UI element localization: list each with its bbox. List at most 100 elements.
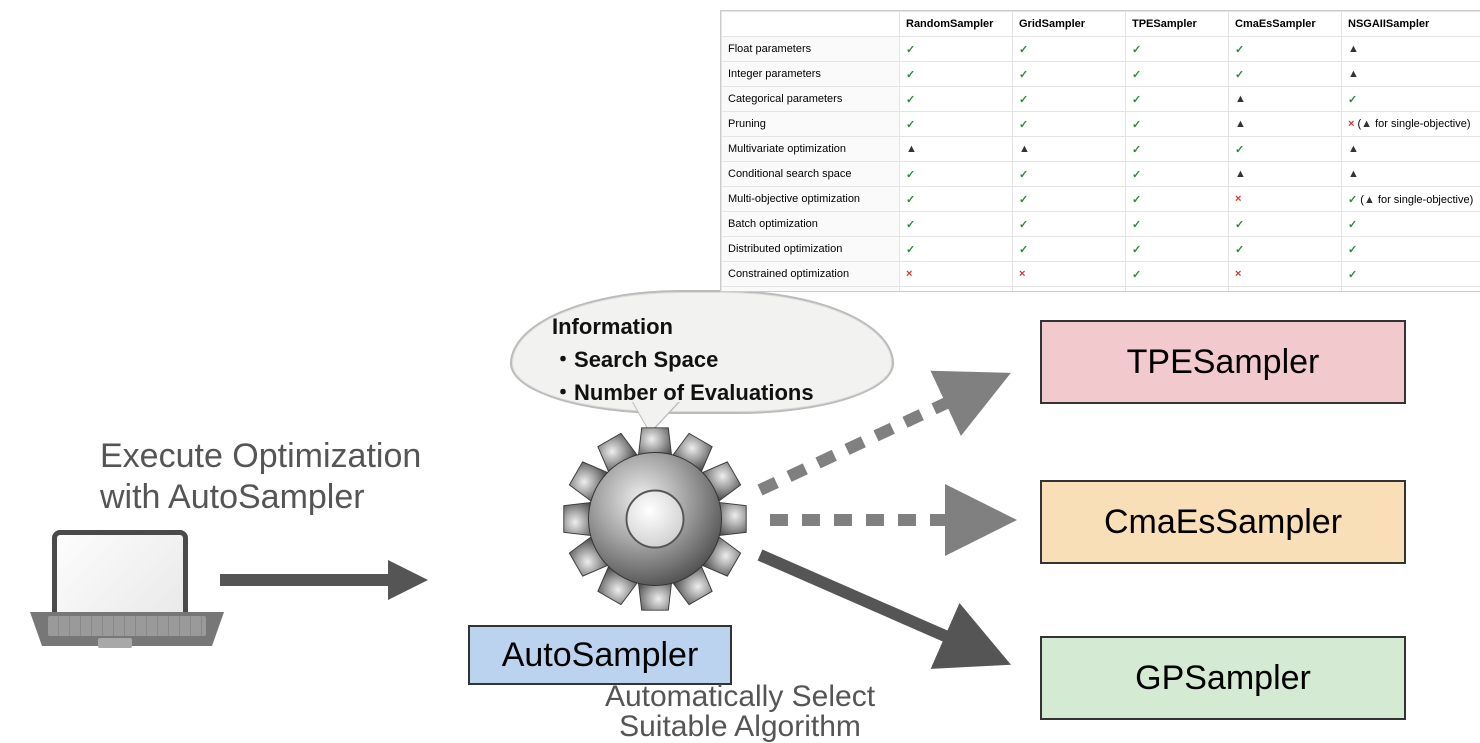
table-header: RandomSampler: [900, 12, 1013, 37]
table-row: Batch optimization✓✓✓✓✓✓: [722, 212, 1480, 237]
table-cell: ✓: [1013, 212, 1126, 237]
tpesampler-label: TPESampler: [1127, 343, 1320, 382]
table-row: Integer parameters✓✓✓✓▲✓: [722, 62, 1480, 87]
execute-label-l1: Execute Optimization: [100, 436, 421, 477]
table-cell: ▲: [1229, 162, 1342, 187]
row-label: Conditional search space: [722, 162, 900, 187]
execute-label-l2: with AutoSampler: [100, 477, 421, 518]
row-label: Constrained optimization: [722, 262, 900, 287]
table-cell: O(dn): [1013, 287, 1126, 293]
table-cell: ✓: [900, 87, 1013, 112]
table-cell: ▲: [1229, 87, 1342, 112]
table-cell: ✓: [900, 37, 1013, 62]
bubble-item-2: Number of Evaluations: [552, 376, 872, 409]
table-cell: ▲: [1342, 162, 1480, 187]
table-cell: ✓: [1126, 262, 1229, 287]
row-label: Float parameters: [722, 37, 900, 62]
table-cell: ✓: [1229, 137, 1342, 162]
arrow-to-gp: [760, 555, 1000, 660]
table-row: Multivariate optimization▲▲✓✓▲▲: [722, 137, 1480, 162]
table-cell: ✓ (▲ for single-objective): [1342, 187, 1480, 212]
table-row: Constrained optimization××✓×✓×: [722, 262, 1480, 287]
table-cell: ×: [1229, 262, 1342, 287]
table-cell: ▲: [1342, 37, 1480, 62]
table-cell: ✓: [1013, 237, 1126, 262]
table-cell: O(d³): [1229, 287, 1342, 293]
table-cell: ✓: [1126, 37, 1229, 62]
tpesampler-node: TPESampler: [1040, 320, 1406, 404]
table-cell: ×: [1013, 262, 1126, 287]
gear-icon: [555, 424, 755, 614]
table-cell: ✓: [1126, 187, 1229, 212]
autosampler-label: AutoSampler: [502, 636, 699, 675]
execute-label: Execute Optimization with AutoSampler: [100, 436, 421, 518]
table-cell: ✓: [1013, 87, 1126, 112]
table-cell: ✓: [1126, 62, 1229, 87]
table-cell: ✓: [900, 187, 1013, 212]
arrow-laptop-to-gear: [220, 560, 430, 600]
table-header: CmaEsSampler: [1229, 12, 1342, 37]
table-header: TPESampler: [1126, 12, 1229, 37]
table-cell: ✓: [1013, 187, 1126, 212]
gpsampler-label: GPSampler: [1135, 659, 1311, 698]
table-cell: ▲: [1342, 137, 1480, 162]
table-cell: ✓: [1126, 137, 1229, 162]
gpsampler-node: GPSampler: [1040, 636, 1406, 720]
table-row: Pruning✓✓✓▲× (▲ for single-objective)✓: [722, 112, 1480, 137]
table-row: Float parameters✓✓✓✓▲✓: [722, 37, 1480, 62]
table-cell: O(d): [900, 287, 1013, 293]
table-header: NSGAIISampler: [1342, 12, 1480, 37]
table-cell: ✓: [900, 112, 1013, 137]
laptop-icon: [30, 530, 200, 650]
table-cell: ✓: [1126, 237, 1229, 262]
table-cell: ✓: [1342, 212, 1480, 237]
table-cell: ×: [900, 262, 1013, 287]
table-cell: ✓: [1126, 87, 1229, 112]
row-label: Multivariate optimization: [722, 137, 900, 162]
table-cell: ✓: [900, 212, 1013, 237]
row-label: Distributed optimization: [722, 237, 900, 262]
sampler-comparison-table: RandomSamplerGridSamplerTPESamplerCmaEsS…: [720, 10, 1480, 292]
bubble-item-1: Search Space: [552, 343, 872, 376]
table-cell: ▲: [900, 137, 1013, 162]
table-cell: ×: [1229, 187, 1342, 212]
table-cell: ✓: [1229, 62, 1342, 87]
table-cell: ✓: [1013, 37, 1126, 62]
bubble-title: Information: [552, 310, 872, 343]
table-cell: O(dn log n): [1126, 287, 1229, 293]
table-row: Categorical parameters✓✓✓▲✓▲: [722, 87, 1480, 112]
row-label: Integer parameters: [722, 62, 900, 87]
table-cell: ✓: [900, 62, 1013, 87]
table-row: Time complexity (per trial) (*)O(d)O(dn)…: [722, 287, 1480, 293]
table-cell: ✓: [1229, 237, 1342, 262]
row-label: Multi-objective optimization: [722, 187, 900, 212]
table-cell: ✓: [1126, 212, 1229, 237]
table-cell: ✓: [1229, 212, 1342, 237]
row-label: Pruning: [722, 112, 900, 137]
table-cell: ▲: [1013, 137, 1126, 162]
table-cell: × (▲ for single-objective): [1342, 112, 1480, 137]
table-cell: O(mp²) (***): [1342, 287, 1480, 293]
table-header: [722, 12, 900, 37]
cmaessampler-node: CmaEsSampler: [1040, 480, 1406, 564]
autoselect-caption-final: Automatically Select Suitable Algorithm: [540, 682, 940, 742]
table-cell: ✓: [1126, 112, 1229, 137]
table-cell: ✓: [1126, 162, 1229, 187]
table-header: GridSampler: [1013, 12, 1126, 37]
row-label: Categorical parameters: [722, 87, 900, 112]
table-cell: ✓: [1342, 237, 1480, 262]
table-cell: ✓: [1013, 62, 1126, 87]
row-label: Time complexity (per trial) (*): [722, 287, 900, 293]
table-cell: ✓: [1342, 87, 1480, 112]
table-row: Multi-objective optimization✓✓✓×✓ (▲ for…: [722, 187, 1480, 212]
table-cell: ✓: [1229, 37, 1342, 62]
row-label: Batch optimization: [722, 212, 900, 237]
autosampler-node: AutoSampler: [468, 625, 732, 685]
diagram-canvas: Execute Optimization with AutoSampler In…: [0, 0, 1480, 740]
table-cell: ✓: [1013, 162, 1126, 187]
table-row: Distributed optimization✓✓✓✓✓✓: [722, 237, 1480, 262]
table-cell: ✓: [1342, 262, 1480, 287]
info-bubble: Information Search Space Number of Evalu…: [510, 290, 894, 414]
table-cell: ✓: [900, 237, 1013, 262]
table-cell: ▲: [1229, 112, 1342, 137]
